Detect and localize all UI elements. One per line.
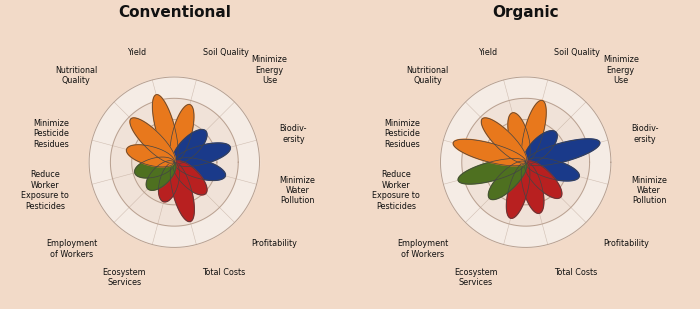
Text: Profitability: Profitability [603,239,649,248]
Text: Biodiv-
ersity: Biodiv- ersity [280,124,307,144]
Polygon shape [173,129,207,163]
Polygon shape [158,162,179,202]
Polygon shape [153,141,195,184]
Polygon shape [453,139,526,166]
Polygon shape [483,120,568,205]
Polygon shape [174,158,225,180]
Title: Conventional: Conventional [118,6,231,20]
Text: Soil Quality: Soil Quality [554,48,600,57]
Text: Nutritional
Quality: Nutritional Quality [55,66,97,85]
Polygon shape [522,162,544,214]
Text: Employment
of Workers: Employment of Workers [398,239,449,259]
Title: Organic: Organic [492,6,559,20]
Polygon shape [173,161,207,195]
Text: Nutritional
Quality: Nutritional Quality [406,66,449,85]
Polygon shape [111,98,238,226]
Polygon shape [174,143,230,167]
Text: Total Costs: Total Costs [554,268,597,277]
Polygon shape [524,131,557,164]
Polygon shape [508,113,531,162]
Polygon shape [170,104,194,162]
Polygon shape [132,120,217,205]
Polygon shape [505,141,547,184]
Text: Minimize
Pesticide
Residues: Minimize Pesticide Residues [33,119,69,149]
Polygon shape [170,162,195,222]
Polygon shape [89,77,260,248]
Polygon shape [458,159,526,184]
Text: Ecosystem
Services: Ecosystem Services [102,268,146,287]
Text: Minimize
Energy
Use: Minimize Energy Use [251,55,287,85]
Text: Yield: Yield [127,48,146,57]
Text: Profitability: Profitability [251,239,298,248]
Polygon shape [526,139,600,166]
Polygon shape [146,161,176,190]
Text: Ecosystem
Services: Ecosystem Services [454,268,498,287]
Text: Biodiv-
ersity: Biodiv- ersity [631,124,659,144]
Polygon shape [153,95,178,162]
Polygon shape [506,162,530,218]
Text: Reduce
Worker
Exposure to
Pesticides: Reduce Worker Exposure to Pesticides [372,170,420,210]
Polygon shape [489,161,527,200]
Text: Minimize
Energy
Use: Minimize Energy Use [603,55,638,85]
Polygon shape [134,157,174,178]
Text: Employment
of Workers: Employment of Workers [46,239,97,259]
Polygon shape [522,100,546,162]
Polygon shape [482,118,526,163]
Text: Minimize
Pesticide
Residues: Minimize Pesticide Residues [384,119,420,149]
Text: Soil Quality: Soil Quality [202,48,248,57]
Text: Reduce
Worker
Exposure to
Pesticides: Reduce Worker Exposure to Pesticides [21,170,69,210]
Text: Minimize
Water
Pollution: Minimize Water Pollution [631,176,667,205]
Polygon shape [526,158,580,181]
Polygon shape [130,118,175,163]
Polygon shape [462,98,589,226]
Polygon shape [524,161,562,198]
Text: Yield: Yield [478,48,498,57]
Polygon shape [440,77,611,248]
Text: Total Costs: Total Costs [202,268,246,277]
Polygon shape [127,145,174,167]
Text: Minimize
Water
Pollution: Minimize Water Pollution [280,176,316,205]
